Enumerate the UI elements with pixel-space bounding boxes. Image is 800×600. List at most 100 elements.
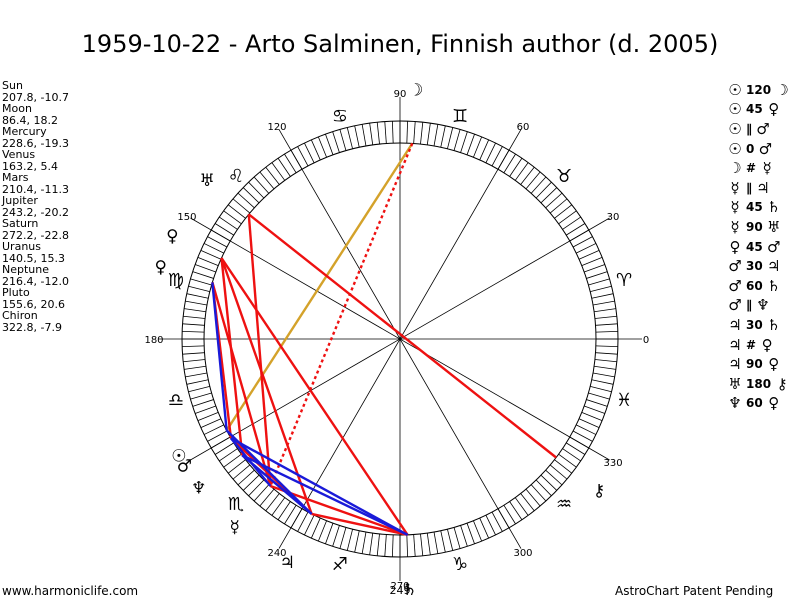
planet-name: Uranus [2, 240, 41, 253]
aspect-list: ☉ 120 ☽ ☉ 45 ♀ ☉ ∥ ♂ ☉ 0 ♂ ☽ # ☿ ☿ ∥ ♃ ☿ 45 ♄ ☿ 90 ♅ ♀ 45 ♂ ♂ 30 ♃ ♂ 60… [728, 80, 789, 413]
degree-tick [588, 278, 610, 286]
degree-tick [592, 300, 615, 306]
degree-tick [460, 525, 468, 547]
aspect-row: ♂ 60 ♄ [728, 276, 789, 296]
degree-tick [413, 121, 416, 144]
aspect-planet-glyph: ⚷ [776, 374, 788, 393]
aspect-type: ∥ [746, 298, 752, 313]
aspect-line [247, 214, 272, 487]
degree-tick [391, 534, 394, 557]
degree-tick [369, 123, 374, 145]
planet-glyph: ☉ [171, 447, 186, 467]
aspect-type: 45 [746, 102, 763, 117]
degree-tick [188, 386, 210, 393]
aspect-planet-glyph: ♃ [728, 355, 742, 374]
planet-coords: 207.8, -10.7 [2, 90, 69, 104]
aspect-planet-glyph: ☽ [775, 80, 789, 99]
degree-tick [586, 399, 608, 407]
degree-tick [190, 392, 212, 400]
planet-glyph: ♀ [154, 258, 166, 278]
aspect-type: 60 [746, 396, 763, 411]
degree-tick [253, 484, 270, 502]
aspect-type: 45 [746, 200, 763, 215]
degree-tick [509, 501, 523, 520]
degree-tick [354, 530, 360, 553]
planet-coords: 272.2, -22.8 [2, 228, 69, 242]
degree-tick [227, 459, 246, 474]
degree-tick [466, 523, 475, 544]
zodiac-sign-glyph: ♒ [556, 494, 572, 515]
degree-tick [186, 293, 209, 299]
zodiac-sign-glyph: ♓ [616, 390, 632, 411]
aspect-planet-glyph: ☿ [730, 178, 740, 197]
degree-tick [447, 529, 454, 551]
planet-glyph: ♂ [177, 457, 192, 477]
degree-tick [259, 488, 275, 507]
aspect-type: ∥ [746, 121, 752, 136]
degree-tick [509, 158, 523, 177]
zodiac-sign-glyph: ♉ [556, 166, 572, 187]
degree-tick [297, 511, 309, 532]
degree-tick [575, 424, 597, 435]
sign-division-lines [158, 97, 642, 581]
degree-tick [426, 533, 431, 555]
degree-tick [197, 256, 219, 266]
degree-tick [520, 493, 535, 512]
degree-tick [581, 256, 603, 266]
aspect-planet-glyph: ♂ [758, 139, 773, 158]
degree-tick [420, 533, 424, 556]
degree-tick [185, 372, 208, 378]
degree-tick [540, 187, 558, 204]
aspect-planet-glyph: ♆ [728, 394, 742, 413]
degree-tick [591, 379, 614, 385]
degree-tick-ring [182, 121, 618, 557]
aspect-row: ☉ ∥ ♂ [728, 119, 789, 139]
zodiac-sign-glyph: ♍ [168, 270, 184, 291]
planet-glyph: ♃ [280, 553, 295, 573]
degree-tick [586, 271, 608, 279]
aspect-planet-glyph: ♂ [728, 276, 742, 295]
aspect-planet-glyph: ♅ [728, 374, 742, 393]
planet-glyph: ♄ [402, 580, 417, 600]
degree-tick [277, 501, 291, 520]
degree-label: 300 [513, 548, 532, 559]
aspect-planet-glyph: ♄ [766, 198, 781, 217]
degree-label: 30 [607, 212, 620, 223]
degree-tick [595, 323, 618, 326]
degree-tick [479, 517, 490, 539]
degree-tick [485, 142, 496, 164]
aspect-row: ☿ ∥ ♃ [728, 178, 789, 198]
degree-label: 120 [267, 122, 286, 133]
degree-tick [594, 359, 617, 363]
degree-tick [242, 474, 260, 491]
degree-tick [223, 453, 242, 468]
planet-name: Pluto [2, 286, 30, 299]
zodiac-sign-glyph: ♏ [228, 494, 244, 515]
planet-name: Sun [2, 79, 23, 92]
aspect-line [220, 257, 313, 515]
degree-tick [271, 497, 286, 516]
degree-tick [535, 181, 552, 199]
zodiac-sign-glyph: ♊ [452, 106, 468, 127]
planet-name: Moon [2, 102, 32, 115]
planet-glyphs: ☉ ☽ ☿ ♀ ♂ ♃ ♄ ♅ ♆ ♀ ⚷ [154, 80, 605, 599]
aspect-line [220, 257, 409, 536]
degree-tick [203, 424, 225, 435]
degree-tick [237, 469, 255, 486]
aspect-type: 30 [746, 317, 763, 332]
degree-tick [183, 315, 206, 319]
degree-tick [503, 505, 516, 525]
degree-tick [219, 216, 238, 230]
planet-glyph: ♅ [199, 171, 214, 191]
degree-tick [525, 171, 541, 190]
degree-tick [200, 249, 222, 260]
aspect-planet-glyph: ☿ [762, 159, 772, 178]
degree-tick [491, 511, 503, 532]
degree-tick [271, 162, 286, 181]
aspect-line [241, 454, 409, 536]
aspect-type: # [746, 161, 757, 176]
aspect-type: 180 [746, 376, 772, 391]
aspect-type: 30 [746, 259, 763, 274]
degree-tick [183, 359, 206, 363]
